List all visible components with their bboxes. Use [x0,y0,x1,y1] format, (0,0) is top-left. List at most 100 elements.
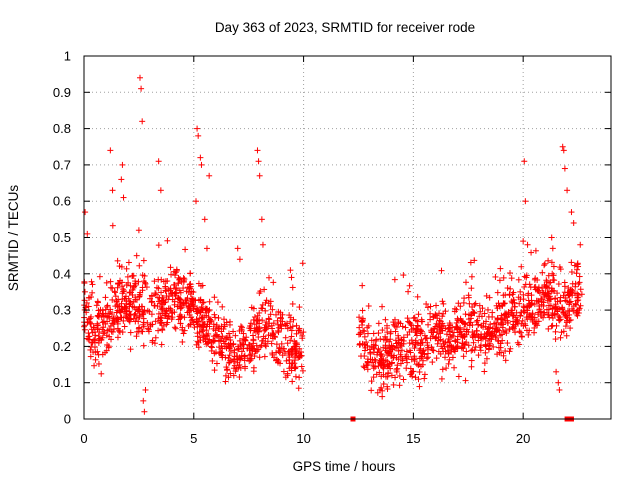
data-point [516,328,523,335]
data-point [187,270,194,277]
data-point [520,238,527,245]
data-point [456,329,463,336]
data-point [236,361,243,368]
data-point [107,278,114,285]
data-point [493,302,500,309]
data-point [525,290,532,297]
data-point [206,323,213,330]
data-point [560,309,567,316]
data-point [116,263,123,270]
data-point [520,322,527,329]
data-point [457,315,464,322]
data-point [274,356,281,363]
data-point [518,263,525,270]
data-point [135,318,142,325]
data-point [548,234,555,241]
data-point [486,335,493,342]
data-point [443,331,450,338]
data-point [231,362,238,369]
data-point [541,260,548,267]
x-tick-label: 10 [296,431,310,446]
data-point [86,294,93,301]
data-point [388,352,395,359]
data-point [153,284,160,291]
data-point [424,304,431,311]
data-point [241,353,248,360]
data-point [567,290,574,297]
data-point [209,344,216,351]
data-point [482,323,489,330]
data-point [508,298,515,305]
y-axis-label: SRMTID / TECUs [6,185,21,292]
data-point [364,324,371,331]
data-point [575,263,582,270]
data-point [360,327,367,334]
data-point [380,381,387,388]
data-point [568,286,575,293]
data-point [193,318,200,325]
data-point [549,287,556,294]
data-point [140,257,147,264]
data-point [380,365,387,372]
data-point [477,347,484,354]
data-point [232,368,239,375]
data-point [289,284,296,291]
data-point [413,332,420,339]
data-point [288,333,295,340]
data-point [287,337,294,344]
data-point [100,330,107,337]
data-point [496,277,503,284]
data-point [289,378,296,385]
x-tick-label: 0 [80,431,87,446]
data-point [194,305,201,312]
data-point [284,370,291,377]
data-point [91,344,98,351]
data-point [462,377,469,384]
data-point [293,330,300,337]
data-point [364,356,371,363]
data-point [231,356,238,363]
data-point [208,343,215,350]
data-point [242,337,249,344]
y-tick-label: 0.8 [53,121,71,136]
data-point [151,278,158,285]
data-point [255,158,262,165]
data-point [248,304,255,311]
data-point [466,300,473,307]
data-point [525,331,532,338]
data-point [204,305,211,312]
data-point [127,282,134,289]
data-point [408,326,415,333]
data-point [82,209,89,216]
data-point [295,385,302,392]
data-point [475,352,482,359]
data-point [469,309,476,316]
data-point [102,349,109,356]
data-point [489,309,496,316]
data-point [467,259,474,266]
data-point [197,282,204,289]
data-point [564,187,571,194]
data-point [197,323,204,330]
data-point [531,301,538,308]
data-point [219,333,226,340]
data-point [412,329,419,336]
data-point [391,323,398,330]
data-point [190,303,197,310]
data-point [416,369,423,376]
data-point [390,321,397,328]
data-point [246,347,253,354]
data-point [159,326,166,333]
data-point [180,330,187,337]
data-point [487,340,494,347]
data-point [497,316,504,323]
data-point [439,366,446,373]
data-point [250,336,257,343]
data-point [191,324,198,331]
data-point [257,343,264,350]
data-point [130,272,137,279]
data-point [139,287,146,294]
data-point [259,241,266,248]
data-point [504,285,511,292]
data-point [124,273,131,280]
